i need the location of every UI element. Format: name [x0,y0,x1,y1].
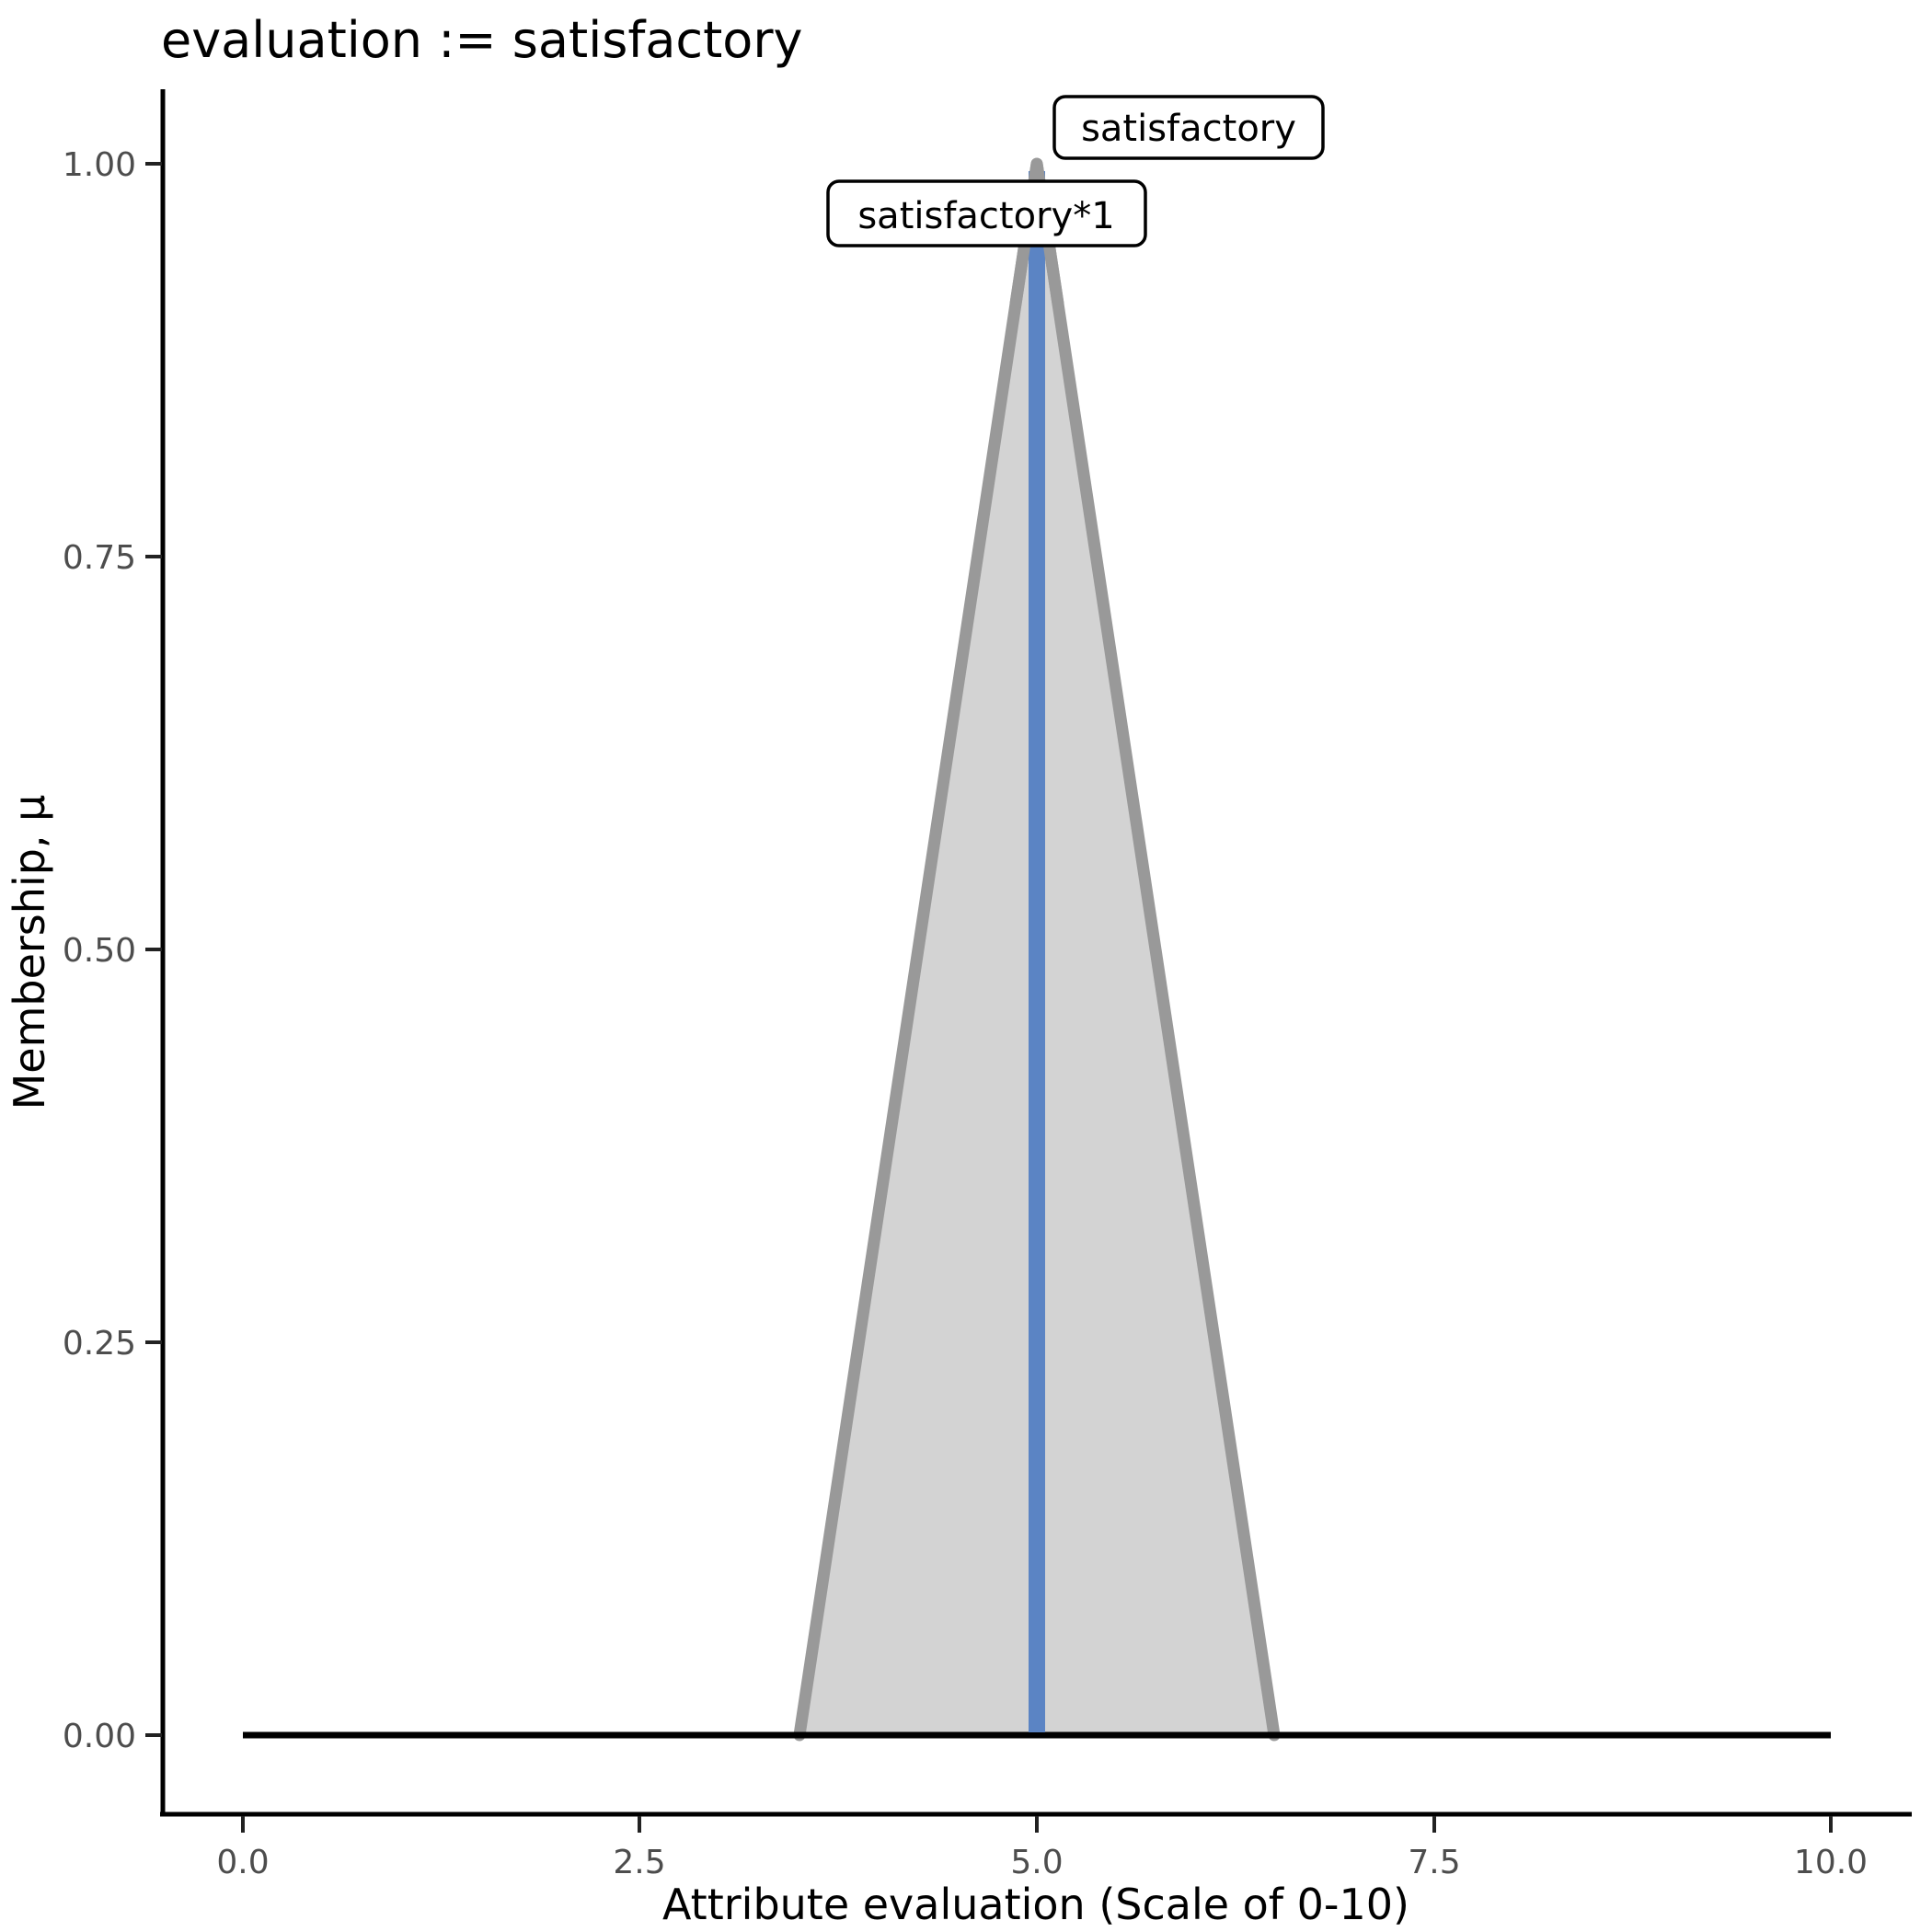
chart-title: evaluation := satisfactory [161,11,803,69]
triangle-apex-cap [1009,157,1064,310]
x-tick-label: 10.0 [1794,1844,1868,1881]
y-tick-labels: 1.00 0.75 0.50 0.25 0.00 [63,146,136,1755]
annotation-text: satisfactory [1081,108,1296,150]
y-tick-marks [145,162,162,1737]
x-tick-label: 5.0 [1010,1844,1063,1881]
x-tick-labels: 0.0 2.5 5.0 7.5 10.0 [216,1844,1868,1881]
y-tick-label: 0.75 [63,539,136,577]
y-tick-label: 0.25 [63,1325,136,1363]
annotation-box [826,179,1147,247]
x-tick-label: 0.0 [216,1844,269,1881]
annotation-text: satisfactory*1 [857,195,1114,237]
x-tick-marks [241,1816,1833,1833]
y-tick-label: 0.50 [63,932,136,970]
annotation-satisfactory-scaled: satisfactory*1 [826,179,1147,247]
annotation-box [1052,95,1325,160]
x-tick-label: 2.5 [613,1844,665,1881]
y-tick-label: 1.00 [63,146,136,184]
x-tick-label: 7.5 [1408,1844,1460,1881]
y-axis-title: Membership, μ [5,795,54,1110]
annotation-satisfactory: satisfactory [1052,95,1325,160]
x-axis-title: Attribute evaluation (Scale of 0-10) [662,1880,1409,1929]
y-tick-label: 0.00 [63,1718,136,1755]
